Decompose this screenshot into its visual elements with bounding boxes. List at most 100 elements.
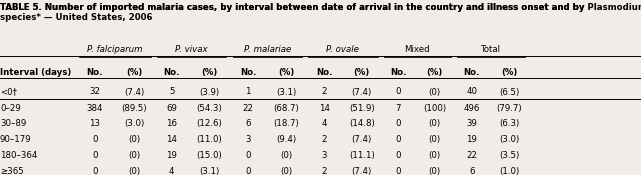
- Text: (3.1): (3.1): [276, 88, 296, 96]
- Text: (3.0): (3.0): [124, 119, 144, 128]
- Text: 22: 22: [242, 104, 254, 113]
- Text: 19: 19: [167, 151, 177, 160]
- Text: 180–364: 180–364: [0, 151, 37, 160]
- Text: (100): (100): [423, 104, 446, 113]
- Text: 3: 3: [321, 151, 327, 160]
- Text: (%): (%): [278, 68, 294, 77]
- Text: (6.5): (6.5): [499, 88, 519, 96]
- Text: 0: 0: [246, 151, 251, 160]
- Text: 1: 1: [246, 88, 251, 96]
- Text: P. falciparum: P. falciparum: [87, 46, 142, 54]
- Text: ≥365: ≥365: [0, 167, 24, 175]
- Text: 0: 0: [92, 151, 97, 160]
- Text: (51.9): (51.9): [349, 104, 374, 113]
- Text: (12.6): (12.6): [197, 119, 222, 128]
- Text: (3.0): (3.0): [499, 135, 519, 144]
- Text: 13: 13: [89, 119, 101, 128]
- Text: 2: 2: [321, 88, 327, 96]
- Text: 14: 14: [319, 104, 329, 113]
- Text: 7: 7: [395, 104, 401, 113]
- Text: (14.8): (14.8): [349, 119, 375, 128]
- Text: 40: 40: [466, 88, 478, 96]
- Text: (0): (0): [429, 167, 440, 175]
- Text: (54.3): (54.3): [197, 104, 222, 113]
- Text: 5: 5: [169, 88, 174, 96]
- Text: (0): (0): [128, 167, 140, 175]
- Text: 6: 6: [246, 119, 251, 128]
- Text: 4: 4: [321, 119, 327, 128]
- Text: (89.5): (89.5): [121, 104, 147, 113]
- Text: 0: 0: [395, 151, 401, 160]
- Text: (0): (0): [128, 135, 140, 144]
- Text: (0): (0): [128, 151, 140, 160]
- Text: (6.3): (6.3): [499, 119, 519, 128]
- Text: TABLE 5. Number of imported malaria cases, by interval between date of arrival i: TABLE 5. Number of imported malaria case…: [0, 3, 641, 22]
- Text: No.: No.: [390, 68, 406, 77]
- Text: 496: 496: [463, 104, 480, 113]
- Text: No.: No.: [240, 68, 256, 77]
- Text: (7.4): (7.4): [352, 135, 372, 144]
- Text: P. malariae: P. malariae: [244, 46, 291, 54]
- Text: 22: 22: [466, 151, 478, 160]
- Text: (9.4): (9.4): [276, 135, 296, 144]
- Text: (0): (0): [429, 151, 440, 160]
- Text: (0): (0): [280, 151, 292, 160]
- Text: 14: 14: [166, 135, 178, 144]
- Text: (%): (%): [501, 68, 517, 77]
- Text: (79.7): (79.7): [496, 104, 522, 113]
- Text: (0): (0): [429, 135, 440, 144]
- Text: (3.5): (3.5): [499, 151, 519, 160]
- Text: 16: 16: [166, 119, 178, 128]
- Text: (7.4): (7.4): [352, 167, 372, 175]
- Text: 384: 384: [87, 104, 103, 113]
- Text: (%): (%): [426, 68, 443, 77]
- Text: (11.0): (11.0): [197, 135, 222, 144]
- Text: (18.7): (18.7): [273, 119, 299, 128]
- Text: 2: 2: [321, 167, 327, 175]
- Text: TABLE 5. Number of imported malaria cases, by interval between date of arrival i: TABLE 5. Number of imported malaria case…: [0, 3, 641, 22]
- Text: 19: 19: [467, 135, 477, 144]
- Text: 39: 39: [467, 119, 477, 128]
- Text: 2: 2: [321, 135, 327, 144]
- Text: 69: 69: [167, 104, 177, 113]
- Text: (%): (%): [201, 68, 218, 77]
- Text: 0: 0: [395, 119, 401, 128]
- Text: 0: 0: [246, 167, 251, 175]
- Text: (15.0): (15.0): [197, 151, 222, 160]
- Text: (%): (%): [126, 68, 142, 77]
- Text: (0): (0): [429, 88, 440, 96]
- Text: 90–179: 90–179: [0, 135, 31, 144]
- Text: (68.7): (68.7): [273, 104, 299, 113]
- Text: 4: 4: [169, 167, 174, 175]
- Text: (0): (0): [280, 167, 292, 175]
- Text: 0–29: 0–29: [0, 104, 21, 113]
- Text: (0): (0): [429, 119, 440, 128]
- Text: Mixed: Mixed: [404, 46, 430, 54]
- Text: 30–89: 30–89: [0, 119, 26, 128]
- Text: No.: No.: [463, 68, 480, 77]
- Text: (7.4): (7.4): [352, 88, 372, 96]
- Text: (11.1): (11.1): [349, 151, 375, 160]
- Text: No.: No.: [316, 68, 332, 77]
- Text: No.: No.: [163, 68, 180, 77]
- Text: <0†: <0†: [0, 88, 17, 96]
- Text: 3: 3: [246, 135, 251, 144]
- Text: 0: 0: [395, 88, 401, 96]
- Text: (3.9): (3.9): [199, 88, 220, 96]
- Text: (3.1): (3.1): [199, 167, 220, 175]
- Text: P. vivax: P. vivax: [176, 46, 208, 54]
- Text: 0: 0: [395, 135, 401, 144]
- Text: 6: 6: [469, 167, 474, 175]
- Text: TABLE 5. Number of imported malaria cases, by interval between date of arrival i: TABLE 5. Number of imported malaria case…: [0, 3, 588, 12]
- Text: P. ovale: P. ovale: [326, 46, 360, 54]
- Text: 0: 0: [395, 167, 401, 175]
- Text: No.: No.: [87, 68, 103, 77]
- Text: Total: Total: [481, 46, 501, 54]
- Text: 0: 0: [92, 135, 97, 144]
- Text: (1.0): (1.0): [499, 167, 519, 175]
- Text: Interval (days): Interval (days): [0, 68, 71, 77]
- Text: 0: 0: [92, 167, 97, 175]
- Text: 32: 32: [89, 88, 101, 96]
- Text: (7.4): (7.4): [124, 88, 144, 96]
- Text: (%): (%): [354, 68, 370, 77]
